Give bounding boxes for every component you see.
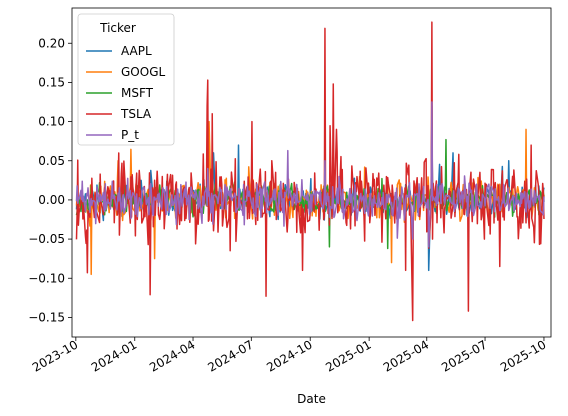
y-tick-label: 0.00 [38, 193, 65, 207]
series-line-p-t [75, 101, 545, 248]
legend-label: P_t [121, 128, 139, 142]
series-layer [75, 21, 545, 322]
y-tick-label: 0.15 [38, 75, 65, 89]
y-tick-label: 0.20 [38, 36, 65, 50]
y-tick-label: 0.05 [38, 154, 65, 168]
legend-entries: AAPL GOOGL MSFT TSLA P_t [86, 44, 165, 142]
x-axis-title: Date [297, 392, 326, 406]
y-tick-label: 0.10 [38, 115, 65, 129]
legend-label: AAPL [121, 44, 152, 58]
legend-title: Ticker [99, 21, 136, 35]
y-tick-label: −0.05 [28, 232, 65, 246]
axes-frame [71, 7, 552, 338]
legend: Ticker AAPL GOOGL MSFT TSLA P_t [77, 13, 175, 146]
legend-label: MSFT [121, 86, 154, 100]
legend-label: GOOGL [121, 65, 165, 79]
legend-label: TSLA [120, 107, 152, 121]
y-axis: −0.15 −0.10 −0.05 0.00 0.05 0.10 0.15 0.20 [28, 36, 72, 324]
y-tick-label: −0.15 [28, 310, 65, 324]
plot-area [71, 7, 552, 338]
legend-box [77, 13, 175, 146]
y-tick-label: −0.10 [28, 271, 65, 285]
